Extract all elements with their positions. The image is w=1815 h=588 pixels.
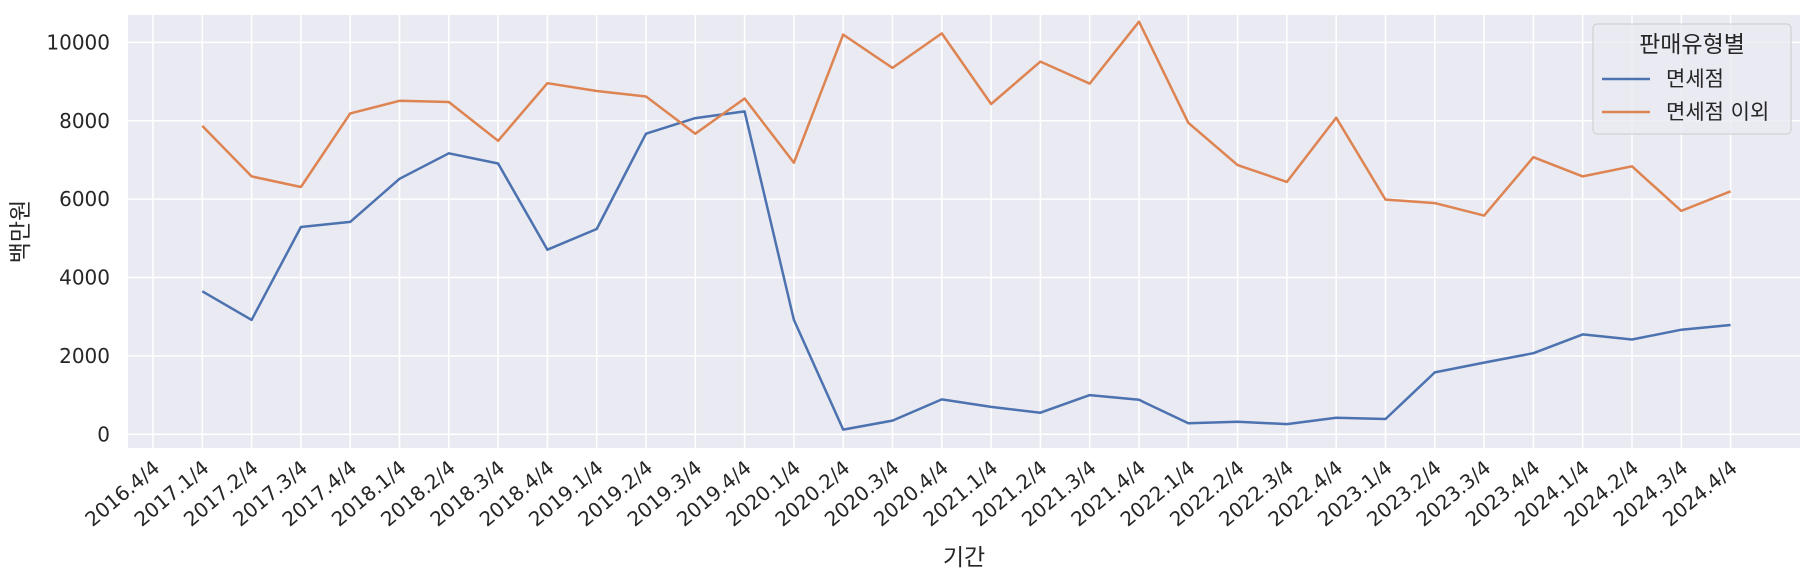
plot-background — [128, 15, 1800, 448]
y-tick-label: 6000 — [59, 187, 110, 211]
y-tick-label: 0 — [97, 422, 110, 446]
y-tick-label: 8000 — [59, 109, 110, 133]
y-tick-label: 2000 — [59, 344, 110, 368]
x-tick-labels: 2016.4/42017.1/42017.2/42017.3/42017.4/4… — [80, 455, 1742, 531]
legend-title: 판매유형별 — [1639, 32, 1745, 58]
legend-label-non-dutyfree: 면세점 이외 — [1666, 100, 1769, 124]
series-layer — [201, 20, 1732, 431]
y-tick-label: 4000 — [59, 266, 110, 290]
legend-label-dutyfree: 면세점 — [1666, 67, 1724, 91]
y-axis-label: 백만원 — [8, 200, 34, 263]
series-line-non-dutyfree — [201, 20, 1732, 217]
series-line-dutyfree — [201, 110, 1731, 431]
y-tick-label: 10000 — [46, 30, 110, 54]
grid-lines — [128, 15, 1800, 448]
legend: 판매유형별 면세점 면세점 이외 — [1592, 23, 1792, 135]
x-axis-label: 기간 — [943, 545, 985, 571]
legend-box — [1592, 23, 1792, 135]
y-tick-labels: 0 2000 4000 6000 8000 10000 — [46, 30, 110, 446]
